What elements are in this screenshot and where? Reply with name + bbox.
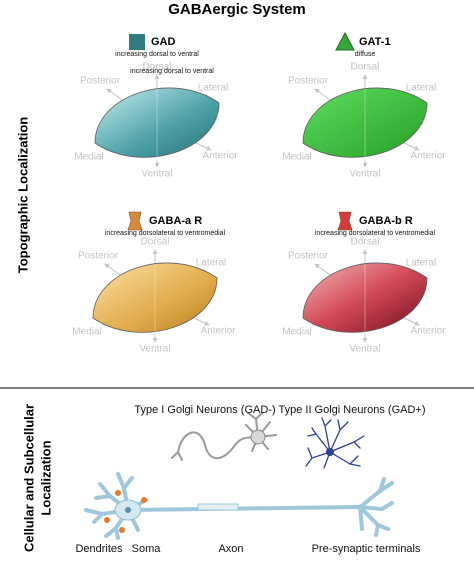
axis-label: Ventral [141, 169, 172, 180]
part-label: Axon [218, 543, 243, 555]
axis-label: Dorsal [141, 237, 170, 248]
part-label: Pre-synaptic terminals [312, 543, 421, 555]
icon [129, 34, 145, 50]
panel-note: increasing dorsolateral to ventromedial [315, 230, 436, 237]
axis-label: Anterior [410, 326, 446, 337]
panel: Dorsal Lateral Posterior Medial Anterior Vent… [282, 211, 446, 355]
axis-label: Medial [282, 327, 311, 338]
axis-label: Ventral [349, 169, 380, 180]
axis-label: Dorsal [143, 62, 172, 73]
icon [337, 211, 353, 231]
axis-label: Posterior [80, 76, 121, 87]
title: GABAergic System [168, 1, 306, 18]
axis-label: Anterior [202, 151, 238, 162]
section-label: Localization [38, 440, 53, 515]
axis-label: Ventral [349, 344, 380, 355]
icon [127, 211, 143, 231]
part-label: Soma [132, 543, 162, 555]
region-shape [92, 262, 218, 333]
panel: Dorsal Lateral Posterior Medial Anterior Vent… [282, 31, 446, 180]
axis-label: Dorsal [351, 237, 380, 248]
axis-label: Medial [72, 327, 101, 338]
part-label: Dendrites [75, 543, 123, 555]
panel-title: GAT-1 [359, 36, 391, 48]
axis-label: Posterior [78, 251, 119, 262]
axis-label: Lateral [196, 258, 227, 269]
panel-note: diffuse [355, 51, 376, 58]
region-shape [302, 87, 428, 158]
axis-label: Posterior [288, 76, 329, 87]
axis-label: Medial [74, 152, 103, 163]
panel-title: GABA-a R [149, 215, 202, 227]
neuron-illustrations [84, 412, 394, 540]
axis-label: Posterior [288, 251, 329, 262]
axis-label: Lateral [406, 258, 437, 269]
icon [335, 31, 355, 51]
axis-label: Lateral [198, 83, 229, 94]
panel-note: increasing dorsal to ventral [130, 68, 214, 75]
panel: Dorsal Lateral Posterior Medial Anterior Vent… [72, 211, 236, 355]
neuron-label: Type I Golgi Neurons (GAD-) [134, 404, 275, 416]
axis-label: Anterior [200, 326, 236, 337]
panel-note: increasing dorsal to ventral [115, 51, 199, 58]
axis-label: Anterior [410, 151, 446, 162]
region-shape [94, 87, 220, 158]
neuron-label: Type II Golgi Neurons (GAD+) [278, 404, 425, 416]
panel-title: GAD [151, 36, 176, 48]
panel-note: increasing dorsolateral to ventromedial [105, 230, 226, 237]
section-label: Cellular and Subcellular [21, 404, 36, 552]
axis-label: Medial [282, 152, 311, 163]
axis-label: Ventral [139, 344, 170, 355]
panel-title: GABA-b R [359, 215, 413, 227]
region-shape [302, 262, 428, 333]
section-label: Topographic Localization [15, 117, 30, 274]
panel: Dorsal Lateral Posterior Medial Anterior Vent… [74, 34, 238, 180]
axis-label: Lateral [406, 83, 437, 94]
axis-label: Dorsal [351, 62, 380, 73]
